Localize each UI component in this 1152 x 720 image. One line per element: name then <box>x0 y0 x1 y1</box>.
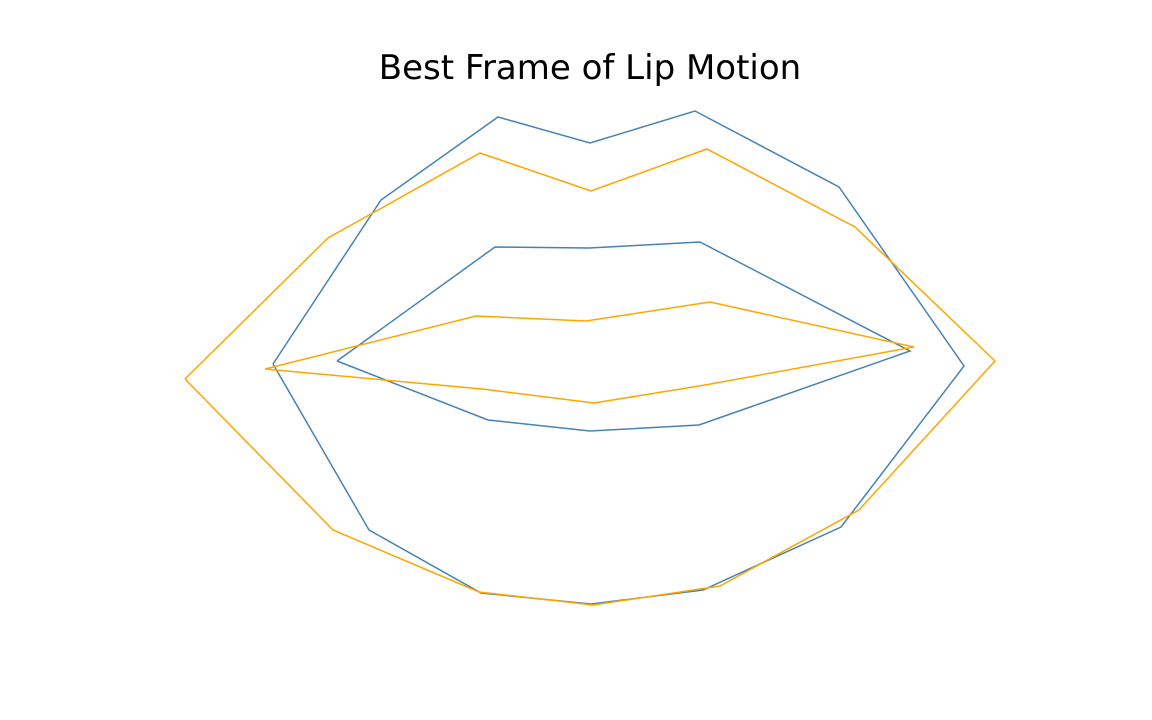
series-2-outer-lip-line <box>184 148 997 606</box>
series-1-outer-lip-line <box>272 110 965 605</box>
series-1-inner-lip-line <box>336 241 912 432</box>
plot-area <box>184 110 997 606</box>
chart-title: Best Frame of Lip Motion <box>379 48 801 88</box>
series-2-inner-lip-line <box>264 301 915 404</box>
